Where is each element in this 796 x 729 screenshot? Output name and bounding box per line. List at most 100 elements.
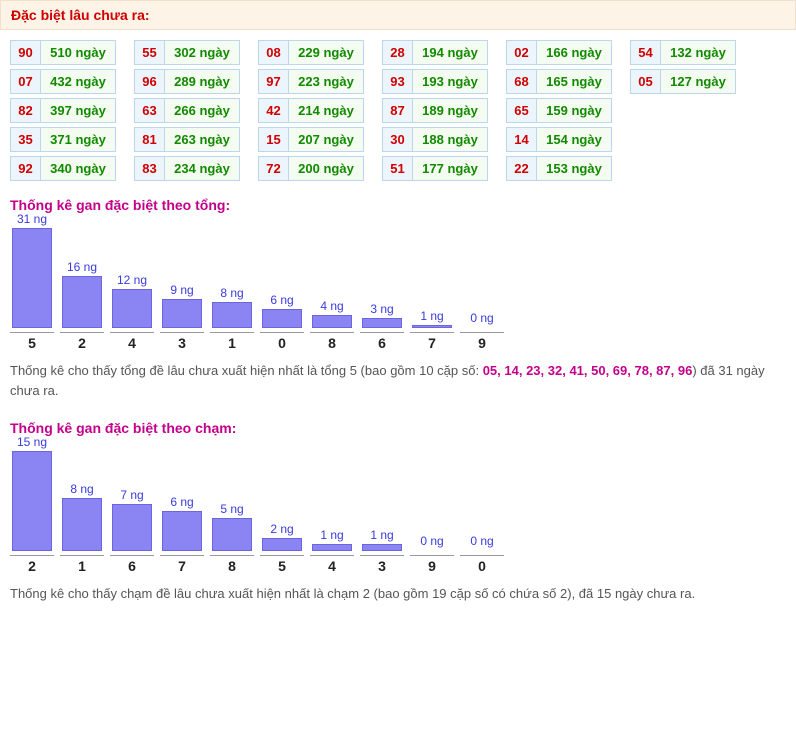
bar-value-label: 1 ng [420, 309, 443, 323]
cell: 54132 ngày [630, 40, 736, 65]
cell: 72200 ngày [258, 156, 364, 181]
bar [162, 299, 202, 328]
bar-category-label: 6 [110, 555, 154, 574]
bar-wrap: 12 ng4 [110, 273, 154, 351]
bar [262, 309, 302, 328]
cell: 96289 ngày [134, 69, 240, 94]
bar-category-label: 5 [10, 332, 54, 351]
cell: 93193 ngày [382, 69, 488, 94]
bar-value-label: 8 ng [220, 286, 243, 300]
bar-wrap: 7 ng6 [110, 488, 154, 574]
cell: 15207 ngày [258, 127, 364, 152]
desc-cham: Thống kê cho thấy chạm đề lâu chưa xuất … [10, 584, 786, 604]
section-title-tong: Thống kê gan đặc biệt theo tổng: [10, 197, 786, 213]
cell-days: 177 ngày [413, 157, 487, 180]
bar-category-label: 7 [160, 555, 204, 574]
bar [12, 451, 52, 551]
bar [62, 498, 102, 551]
header-bar: Đặc biệt lâu chưa ra: [0, 0, 796, 30]
cell-number: 72 [259, 157, 289, 180]
bar-value-label: 5 ng [220, 502, 243, 516]
bar [462, 550, 502, 551]
cell-days: 153 ngày [537, 157, 611, 180]
cell: 90510 ngày [10, 40, 116, 65]
cell-days: 371 ngày [41, 128, 115, 151]
cell-number: 14 [507, 128, 537, 151]
cell-days: 207 ngày [289, 128, 363, 151]
bar-category-label: 8 [310, 332, 354, 351]
bar-wrap: 1 ng4 [310, 528, 354, 574]
cell-column: 28194 ngày93193 ngày87189 ngày30188 ngày… [382, 40, 488, 181]
bar-category-label: 3 [160, 332, 204, 351]
bar-wrap: 6 ng 0 [260, 293, 304, 351]
cell: 02166 ngày [506, 40, 612, 65]
bar [412, 550, 452, 551]
bar-value-label: 2 ng [270, 522, 293, 536]
bar-wrap: 0 ng9 [410, 534, 454, 574]
bar-category-label: 4 [110, 332, 154, 351]
cell-number: 35 [11, 128, 41, 151]
bar [312, 315, 352, 328]
bar-value-label: 3 ng [370, 302, 393, 316]
cell: 87189 ngày [382, 98, 488, 123]
bar [62, 276, 102, 328]
cell-days: 302 ngày [165, 41, 239, 64]
cell-column: 54132 ngày05127 ngày [630, 40, 736, 181]
cell-number: 81 [135, 128, 165, 151]
bar-category-label: 0 [260, 332, 304, 351]
cell: 55302 ngày [134, 40, 240, 65]
bar [212, 302, 252, 328]
cell-number: 15 [259, 128, 289, 151]
bar-category-label: 2 [10, 555, 54, 574]
cell: 68165 ngày [506, 69, 612, 94]
bar-value-label: 0 ng [470, 311, 493, 325]
cell-number: 05 [631, 70, 661, 93]
cell: 35371 ngày [10, 127, 116, 152]
section-tong: Thống kê gan đặc biệt theo tổng: 31 ng51… [0, 187, 796, 410]
cell-number: 42 [259, 99, 289, 122]
header-title: Đặc biệt lâu chưa ra: [11, 7, 785, 23]
cell-number: 54 [631, 41, 661, 64]
cell-column: 08229 ngày97223 ngày42214 ngày15207 ngày… [258, 40, 364, 181]
cell: 14154 ngày [506, 127, 612, 152]
cell-number: 55 [135, 41, 165, 64]
cell-number: 68 [507, 70, 537, 93]
cell-column: 02166 ngày68165 ngày65159 ngày14154 ngày… [506, 40, 612, 181]
cell: 82397 ngày [10, 98, 116, 123]
cell: 07432 ngày [10, 69, 116, 94]
desc-tong: Thống kê cho thấy tổng đề lâu chưa xuất … [10, 361, 786, 400]
cell-days: 159 ngày [537, 99, 611, 122]
cell-number: 28 [383, 41, 413, 64]
bar-wrap: 6 ng7 [160, 495, 204, 574]
cell: 63266 ngày [134, 98, 240, 123]
bar-category-label: 2 [60, 332, 104, 351]
cell-number: 30 [383, 128, 413, 151]
cell-number: 90 [11, 41, 41, 64]
cell-days: 127 ngày [661, 70, 735, 93]
cell-days: 165 ngày [537, 70, 611, 93]
bar-value-label: 8 ng [70, 482, 93, 496]
cell-days: 132 ngày [661, 41, 735, 64]
cells-grid: 90510 ngày 07432 ngày 82397 ngày 35371 ngày… [0, 30, 796, 187]
chart-cham: 15 ng28 ng17 ng66 ng75 ng82 ng51 ng41 ng… [10, 444, 786, 574]
cell-days: 194 ngày [413, 41, 487, 64]
bar-value-label: 1 ng [370, 528, 393, 542]
bar-category-label: 1 [60, 555, 104, 574]
bar-category-label: 1 [210, 332, 254, 351]
cell-days: 223 ngày [289, 70, 363, 93]
cell-number: 02 [507, 41, 537, 64]
bar-category-label: 4 [310, 555, 354, 574]
bar-value-label: 9 ng [170, 283, 193, 297]
bar [462, 327, 502, 328]
bar [212, 518, 252, 551]
cell: 97223 ngày [258, 69, 364, 94]
bar-value-label: 31 ng [17, 212, 47, 226]
bar-category-label: 3 [360, 555, 404, 574]
cell-number: 07 [11, 70, 41, 93]
desc-tong-pre: Thống kê cho thấy tổng đề lâu chưa xuất … [10, 363, 483, 378]
cell-number: 22 [507, 157, 537, 180]
cell-days: 200 ngày [289, 157, 363, 180]
bar-value-label: 6 ng [270, 293, 293, 307]
cell-days: 266 ngày [165, 99, 239, 122]
bar-category-label: 0 [460, 555, 504, 574]
